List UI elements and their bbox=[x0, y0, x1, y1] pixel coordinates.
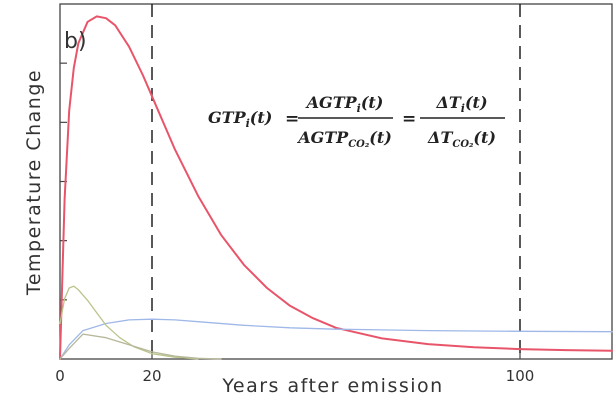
reference-lines bbox=[151, 4, 521, 359]
equation-lhs: GTPi(t) bbox=[208, 108, 272, 130]
series-lines bbox=[59, 15, 613, 360]
series-line-4 bbox=[59, 333, 222, 360]
x-tick-label: 0 bbox=[55, 367, 65, 385]
x-axis-label: Years after emission bbox=[221, 375, 443, 397]
fraction2-denominator: ΔTCO₂(t) bbox=[427, 128, 496, 150]
equation-equals-2: = bbox=[402, 109, 416, 129]
fraction1-numerator: AGTPi(t) bbox=[305, 93, 384, 115]
series-line-2 bbox=[59, 318, 613, 360]
y-axis-label: Temperature Change bbox=[23, 69, 45, 296]
x-tick-label: 100 bbox=[506, 367, 535, 385]
y-axis-ticks bbox=[60, 62, 67, 301]
equation-equals-1: = bbox=[285, 109, 299, 129]
fraction1-denominator: AGTPCO₂(t) bbox=[296, 128, 392, 150]
x-tick-label: 20 bbox=[142, 367, 161, 385]
fraction2-numerator: ΔTi(t) bbox=[435, 93, 487, 115]
gtp-equation: GTPi(t) = AGTPi(t) AGTPCO₂(t) = ΔTi(t) Δ… bbox=[208, 93, 505, 150]
series-line-1 bbox=[59, 15, 613, 360]
series-line-3 bbox=[59, 285, 199, 360]
panel-label: b) bbox=[64, 29, 87, 54]
plot-frame bbox=[59, 3, 613, 360]
